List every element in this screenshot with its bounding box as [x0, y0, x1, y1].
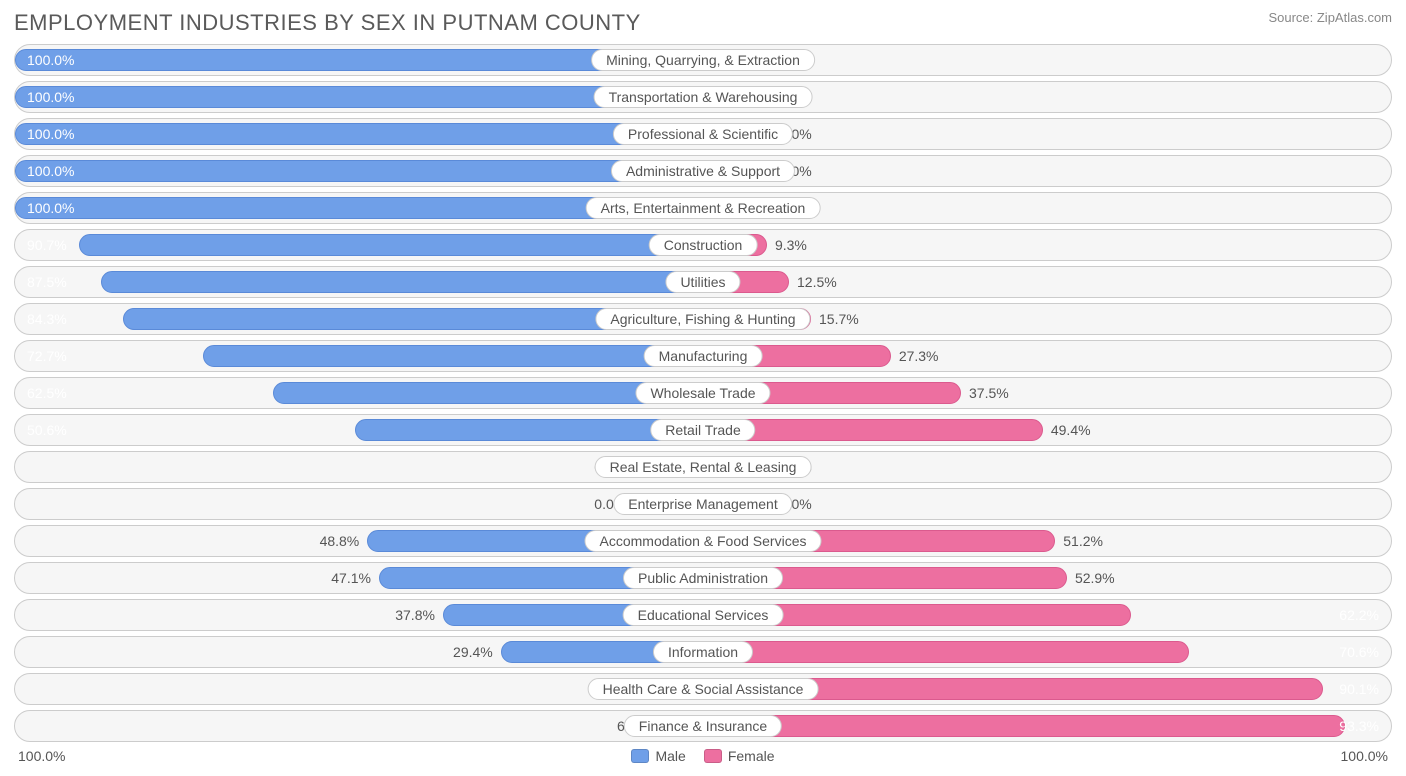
axis-left-label: 100.0% — [18, 748, 65, 764]
male-pct-label: 47.1% — [331, 570, 371, 586]
male-pct-label: 87.5% — [27, 274, 67, 290]
female-pct-label: 70.6% — [1339, 644, 1379, 660]
chart-source: Source: ZipAtlas.com — [1268, 10, 1392, 25]
axis-right-label: 100.0% — [1341, 748, 1388, 764]
female-pct-label: 93.3% — [1339, 718, 1379, 734]
chart-row: 62.5% 37.5% Wholesale Trade — [14, 377, 1392, 409]
category-label: Wholesale Trade — [635, 382, 770, 404]
chart-row: 50.6% 49.4% Retail Trade — [14, 414, 1392, 446]
male-pct-label: 90.7% — [27, 237, 67, 253]
chart-row: 0.0%0.0%Enterprise Management — [14, 488, 1392, 520]
male-pct-label: 62.5% — [27, 385, 67, 401]
chart-row: 6.7%93.3%Finance & Insurance — [14, 710, 1392, 742]
female-pct-label: 9.3% — [775, 237, 807, 253]
female-bar — [703, 641, 1189, 663]
category-label: Mining, Quarrying, & Extraction — [591, 49, 815, 71]
male-pct-label: 29.4% — [453, 644, 493, 660]
legend-female-label: Female — [728, 748, 775, 764]
chart-row: 0.0%0.0%Real Estate, Rental & Leasing — [14, 451, 1392, 483]
male-bar — [79, 234, 703, 256]
male-bar — [15, 160, 703, 182]
chart-row: 48.8% 51.2% Accommodation & Food Services — [14, 525, 1392, 557]
male-pct-label: 84.3% — [27, 311, 67, 327]
chart-header: EMPLOYMENT INDUSTRIES BY SEX IN PUTNAM C… — [14, 10, 1392, 36]
chart-row: 9.9%90.1%Health Care & Social Assistance — [14, 673, 1392, 705]
chart-row: 100.0%0.0%Professional & Scientific — [14, 118, 1392, 150]
category-label: Arts, Entertainment & Recreation — [586, 197, 821, 219]
male-pct-label: 37.8% — [395, 607, 435, 623]
male-pct-label: 100.0% — [27, 89, 74, 105]
male-pct-label: 100.0% — [27, 163, 74, 179]
female-bar — [703, 715, 1345, 737]
male-pct-label: 72.7% — [27, 348, 67, 364]
category-label: Utilities — [665, 271, 740, 293]
male-bar — [15, 123, 703, 145]
diverging-bar-chart: 100.0%0.0%Mining, Quarrying, & Extractio… — [14, 44, 1392, 742]
legend-male-label: Male — [655, 748, 685, 764]
category-label: Accommodation & Food Services — [585, 530, 822, 552]
category-label: Finance & Insurance — [624, 715, 782, 737]
legend-female: Female — [704, 748, 775, 764]
category-label: Agriculture, Fishing & Hunting — [595, 308, 810, 330]
legend-male: Male — [631, 748, 685, 764]
category-label: Retail Trade — [650, 419, 755, 441]
category-label: Health Care & Social Assistance — [588, 678, 819, 700]
chart-row: 29.4% 70.6% Information — [14, 636, 1392, 668]
male-pct-label: 48.8% — [320, 533, 360, 549]
category-label: Public Administration — [623, 567, 783, 589]
female-pct-label: 12.5% — [797, 274, 837, 290]
category-label: Real Estate, Rental & Leasing — [595, 456, 812, 478]
category-label: Administrative & Support — [611, 160, 795, 182]
chart-row: 100.0%0.0%Administrative & Support — [14, 155, 1392, 187]
female-pct-label: 90.1% — [1339, 681, 1379, 697]
category-label: Information — [653, 641, 753, 663]
male-pct-label: 100.0% — [27, 52, 74, 68]
category-label: Construction — [649, 234, 758, 256]
male-pct-label: 100.0% — [27, 126, 74, 142]
swatch-male-icon — [631, 749, 649, 763]
female-pct-label: 15.7% — [819, 311, 859, 327]
category-label: Educational Services — [623, 604, 784, 626]
category-label: Professional & Scientific — [613, 123, 793, 145]
category-label: Transportation & Warehousing — [594, 86, 813, 108]
female-pct-label: 62.2% — [1339, 607, 1379, 623]
chart-row: 100.0%0.0%Transportation & Warehousing — [14, 81, 1392, 113]
category-label: Manufacturing — [644, 345, 763, 367]
chart-title: EMPLOYMENT INDUSTRIES BY SEX IN PUTNAM C… — [14, 10, 641, 36]
category-label: Enterprise Management — [613, 493, 792, 515]
chart-axis: 100.0% Male Female 100.0% — [14, 748, 1392, 764]
chart-row: 90.7% 9.3% Construction — [14, 229, 1392, 261]
chart-row: 47.1% 52.9% Public Administration — [14, 562, 1392, 594]
chart-legend: Male Female — [631, 748, 774, 764]
chart-row: 100.0%0.0%Mining, Quarrying, & Extractio… — [14, 44, 1392, 76]
chart-row: 37.8% 62.2% Educational Services — [14, 599, 1392, 631]
female-pct-label: 27.3% — [899, 348, 939, 364]
chart-row: 87.5% 12.5% Utilities — [14, 266, 1392, 298]
male-bar — [203, 345, 703, 367]
female-pct-label: 49.4% — [1051, 422, 1091, 438]
female-pct-label: 52.9% — [1075, 570, 1115, 586]
chart-row: 72.7% 27.3% Manufacturing — [14, 340, 1392, 372]
female-pct-label: 51.2% — [1063, 533, 1103, 549]
female-pct-label: 37.5% — [969, 385, 1009, 401]
chart-row: 100.0%0.0%Arts, Entertainment & Recreati… — [14, 192, 1392, 224]
chart-row: 84.3% 15.7% Agriculture, Fishing & Hunting — [14, 303, 1392, 335]
swatch-female-icon — [704, 749, 722, 763]
male-pct-label: 50.6% — [27, 422, 67, 438]
male-bar — [101, 271, 703, 293]
male-pct-label: 100.0% — [27, 200, 74, 216]
